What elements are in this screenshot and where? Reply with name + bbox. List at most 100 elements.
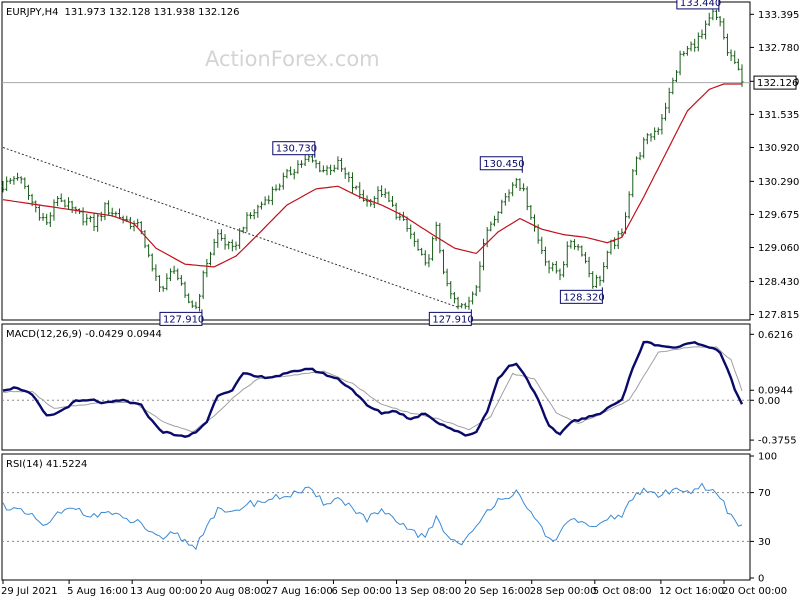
current-price-tag: 132.126 bbox=[753, 75, 798, 90]
watermark: ActionForex.com bbox=[205, 47, 380, 71]
candle bbox=[256, 204, 260, 218]
candle bbox=[445, 268, 449, 287]
time-tick-label: 20 Oct 00:00 bbox=[722, 586, 787, 597]
candle bbox=[216, 229, 220, 248]
symbol-label: EURJPY,H4 bbox=[6, 7, 59, 18]
price-tick-label: 128.430 bbox=[758, 277, 799, 288]
candle bbox=[722, 18, 726, 40]
candle bbox=[70, 200, 74, 213]
candle bbox=[416, 238, 420, 251]
candle bbox=[696, 32, 700, 52]
candle bbox=[336, 156, 340, 171]
candle bbox=[252, 209, 256, 220]
trendline bbox=[2, 147, 459, 308]
candle bbox=[452, 292, 456, 304]
candle bbox=[34, 200, 38, 213]
candle bbox=[201, 270, 205, 300]
price-annotations: 133.440 130.730 130.450 127.910 127.910 128.3… bbox=[159, 0, 721, 326]
candle bbox=[158, 275, 162, 293]
candle bbox=[394, 202, 398, 220]
price-annotation: 128.320 bbox=[559, 287, 605, 304]
candle bbox=[325, 165, 329, 176]
annotation-label: 127.910 bbox=[432, 314, 473, 325]
candle bbox=[296, 160, 300, 174]
candle bbox=[358, 182, 362, 200]
candle bbox=[12, 176, 16, 185]
candle bbox=[63, 199, 67, 208]
candle bbox=[198, 293, 202, 312]
annotation-box bbox=[272, 141, 316, 156]
candle bbox=[514, 178, 518, 189]
candle bbox=[736, 58, 740, 71]
candle bbox=[176, 268, 180, 281]
candle bbox=[380, 185, 384, 197]
current-price-box bbox=[753, 75, 797, 90]
candle bbox=[467, 296, 471, 310]
candle bbox=[707, 12, 711, 26]
candle bbox=[19, 176, 23, 184]
candle bbox=[187, 293, 191, 304]
candle bbox=[471, 291, 475, 305]
candle bbox=[300, 160, 304, 168]
candle bbox=[431, 236, 435, 261]
candle bbox=[573, 239, 577, 250]
candle bbox=[405, 216, 409, 232]
candle bbox=[522, 183, 526, 192]
candle bbox=[183, 281, 187, 298]
rsi-tick-label: 0 bbox=[758, 574, 764, 585]
candle bbox=[16, 172, 20, 181]
candle bbox=[460, 303, 464, 309]
candle bbox=[671, 77, 675, 95]
candle bbox=[318, 161, 322, 173]
macd-label: MACD(12,26,9) -0.0429 0.0944 bbox=[6, 329, 162, 340]
candle bbox=[285, 168, 289, 179]
candle bbox=[132, 220, 136, 232]
macd-pane-frame bbox=[1, 323, 751, 451]
candle bbox=[96, 214, 100, 232]
rsi-line bbox=[2, 482, 743, 551]
candle bbox=[558, 268, 562, 281]
candle bbox=[387, 191, 391, 203]
candle bbox=[441, 249, 445, 275]
price-annotation: 127.910 bbox=[159, 309, 204, 326]
candle bbox=[525, 186, 529, 211]
candle bbox=[150, 253, 154, 272]
candle bbox=[365, 195, 369, 207]
candle bbox=[303, 154, 307, 167]
candle bbox=[278, 183, 282, 191]
time-tick-label: 12 Oct 16:00 bbox=[659, 586, 724, 597]
candle bbox=[92, 213, 96, 232]
time-tick-label: 6 Sep 00:00 bbox=[331, 586, 391, 597]
candle bbox=[664, 102, 668, 121]
candle bbox=[718, 16, 722, 27]
rsi-label: RSI(14) 41.5224 bbox=[6, 459, 87, 470]
candle bbox=[292, 168, 296, 180]
candle bbox=[543, 246, 547, 266]
candle bbox=[598, 275, 602, 286]
candle bbox=[507, 189, 511, 202]
rsi-tick-label: 30 bbox=[758, 537, 771, 548]
candle bbox=[616, 230, 620, 249]
rsi-pane-frame bbox=[1, 453, 751, 581]
candles bbox=[1, 8, 744, 312]
candle bbox=[605, 250, 609, 270]
candle bbox=[482, 238, 486, 271]
candle bbox=[642, 137, 646, 159]
candle bbox=[350, 172, 354, 193]
candle bbox=[645, 133, 649, 145]
annotation-label: 128.320 bbox=[563, 292, 604, 303]
candle bbox=[420, 247, 424, 256]
annotation-box bbox=[428, 311, 472, 326]
candle bbox=[547, 260, 551, 274]
annotation-label: 127.910 bbox=[163, 314, 204, 325]
candle bbox=[321, 165, 325, 173]
macd-main-line bbox=[2, 340, 744, 438]
candle bbox=[270, 186, 274, 206]
macd-tick-label: 0.0944 bbox=[758, 386, 793, 397]
annotation-label: 133.440 bbox=[680, 0, 721, 9]
candle bbox=[649, 133, 653, 142]
candle bbox=[45, 213, 49, 225]
candle bbox=[8, 177, 12, 185]
candle bbox=[383, 188, 387, 198]
